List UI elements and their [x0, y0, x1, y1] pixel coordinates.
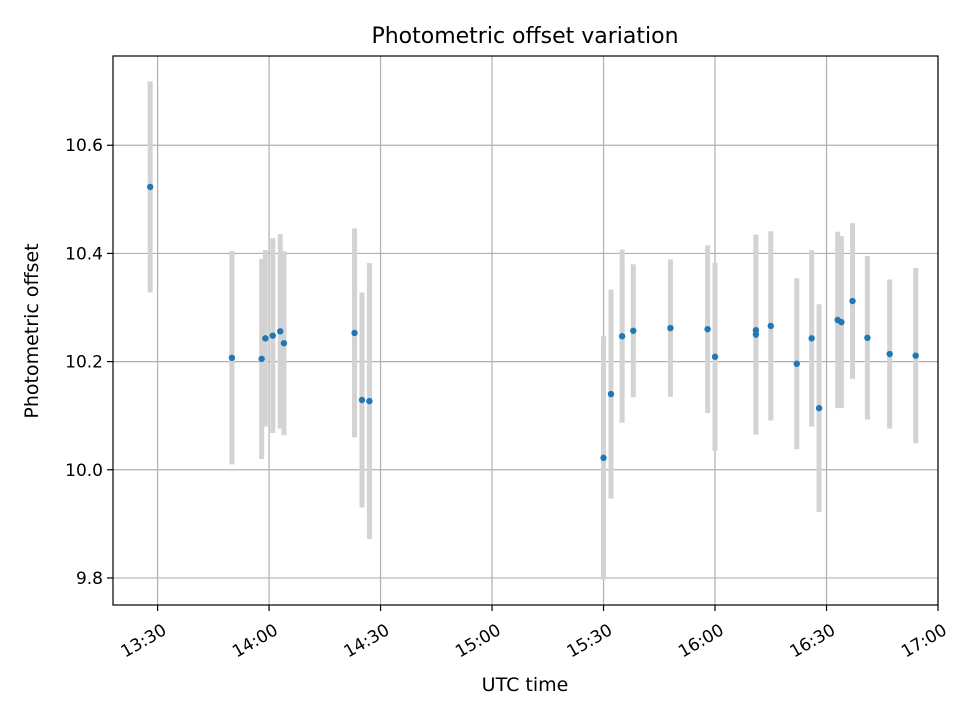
data-point: [793, 360, 800, 367]
y-axis-label: Photometric offset: [21, 243, 43, 418]
x-tick-label: 15:30: [564, 620, 616, 662]
x-axis-label: UTC time: [482, 674, 569, 696]
chart-title: Photometric offset variation: [371, 24, 678, 49]
data-point: [752, 331, 760, 338]
x-tick-label: 16:30: [787, 620, 839, 662]
data-point: [146, 183, 154, 191]
data-point: [815, 404, 823, 412]
x-tick-label: 17:00: [898, 620, 950, 662]
y-tick-label: 10.0: [65, 461, 103, 481]
x-tick-label: 16:00: [675, 620, 727, 662]
data-point: [630, 327, 637, 334]
data-point: [767, 322, 774, 330]
data-point: [704, 325, 711, 333]
data-point: [808, 335, 815, 342]
data-points: [146, 183, 919, 462]
data-point: [618, 332, 626, 340]
data-point: [607, 390, 615, 398]
data-point: [667, 324, 674, 332]
plot-frame: [112, 55, 939, 606]
data-point: [366, 397, 373, 405]
data-point: [280, 340, 288, 347]
data-point: [711, 353, 719, 360]
data-point: [864, 334, 871, 342]
grid: [113, 56, 939, 605]
data-point: [258, 355, 265, 363]
data-point: [912, 352, 919, 359]
x-tick-label: 14:30: [341, 620, 393, 662]
y-tick-label: 10.6: [65, 136, 103, 156]
x-tick-label: 15:00: [452, 620, 504, 662]
y-tick-label: 10.4: [65, 244, 103, 264]
y-tick-label: 9.8: [76, 569, 103, 589]
data-point: [262, 335, 269, 342]
data-point: [277, 328, 284, 335]
x-tick-label: 14:00: [229, 620, 281, 662]
data-point: [228, 354, 236, 362]
data-point: [269, 332, 276, 339]
y-tick-label: 10.2: [65, 353, 103, 373]
data-point: [600, 454, 607, 462]
data-point: [849, 297, 856, 305]
data-point: [838, 318, 845, 326]
error-bars: [147, 81, 919, 580]
data-point: [358, 396, 366, 404]
x-tick-label: 13:30: [118, 620, 170, 662]
data-point: [886, 350, 893, 358]
data-point: [351, 329, 358, 337]
